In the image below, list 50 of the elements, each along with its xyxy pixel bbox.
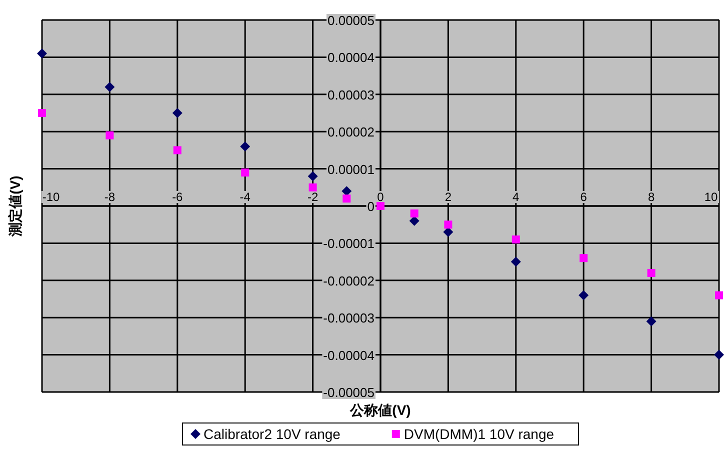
- x-tick-label: 2: [444, 190, 452, 204]
- point: [443, 227, 454, 238]
- y-tick-label: -0.00003: [323, 310, 374, 326]
- point: [308, 171, 318, 182]
- point: [240, 141, 250, 152]
- point: [647, 268, 656, 277]
- point: [646, 316, 656, 326]
- point: [409, 216, 420, 226]
- point: [512, 235, 520, 244]
- point: [37, 48, 47, 58]
- point: [714, 350, 724, 360]
- x-tick-label: -10: [42, 190, 60, 204]
- point: [172, 108, 182, 118]
- point: [241, 168, 250, 177]
- point: [444, 220, 452, 229]
- y-tick-label: -0.00001: [323, 236, 374, 252]
- x-tick-label: 0: [377, 190, 384, 204]
- y-tick-label: 0.00001: [328, 162, 374, 177]
- point: [308, 183, 317, 192]
- point: [173, 146, 182, 154]
- point: [578, 290, 589, 300]
- point: [104, 82, 115, 92]
- point: [580, 254, 588, 262]
- point: [342, 186, 352, 196]
- x-tick-label: 4: [512, 190, 520, 204]
- y-tick-label: 0.00002: [328, 124, 374, 140]
- x-tick-label: 6: [580, 190, 588, 204]
- y-axis-title: 測定値(V): [7, 176, 23, 238]
- x-tick-label: 10: [704, 190, 718, 204]
- point: [342, 194, 351, 203]
- y-tick-label: 0.00004: [328, 50, 374, 66]
- y-tick-label: 0.00003: [328, 87, 374, 102]
- legend-label: DVM(DMM)1 10V range: [404, 426, 554, 442]
- point: [38, 109, 46, 117]
- x-axis-title: 公称値(V): [349, 402, 411, 418]
- x-tick-label: -2: [307, 190, 318, 204]
- x-tick-label: 8: [648, 190, 655, 204]
- x-tick-label: -4: [240, 190, 251, 204]
- y-tick-label: -0.00004: [323, 348, 374, 363]
- y-tick-label: 0.00005: [328, 13, 374, 28]
- point: [106, 131, 114, 140]
- x-tick-label: -8: [104, 190, 116, 204]
- y-tick-label: -0.00005: [323, 385, 374, 400]
- y-tick-label: -0.00002: [323, 273, 374, 288]
- legend-label: Calibrator2 10V range: [204, 426, 341, 442]
- point: [510, 256, 521, 267]
- x-tick-label: -6: [172, 190, 184, 204]
- point: [410, 209, 418, 218]
- point: [376, 202, 384, 210]
- point: [715, 291, 723, 300]
